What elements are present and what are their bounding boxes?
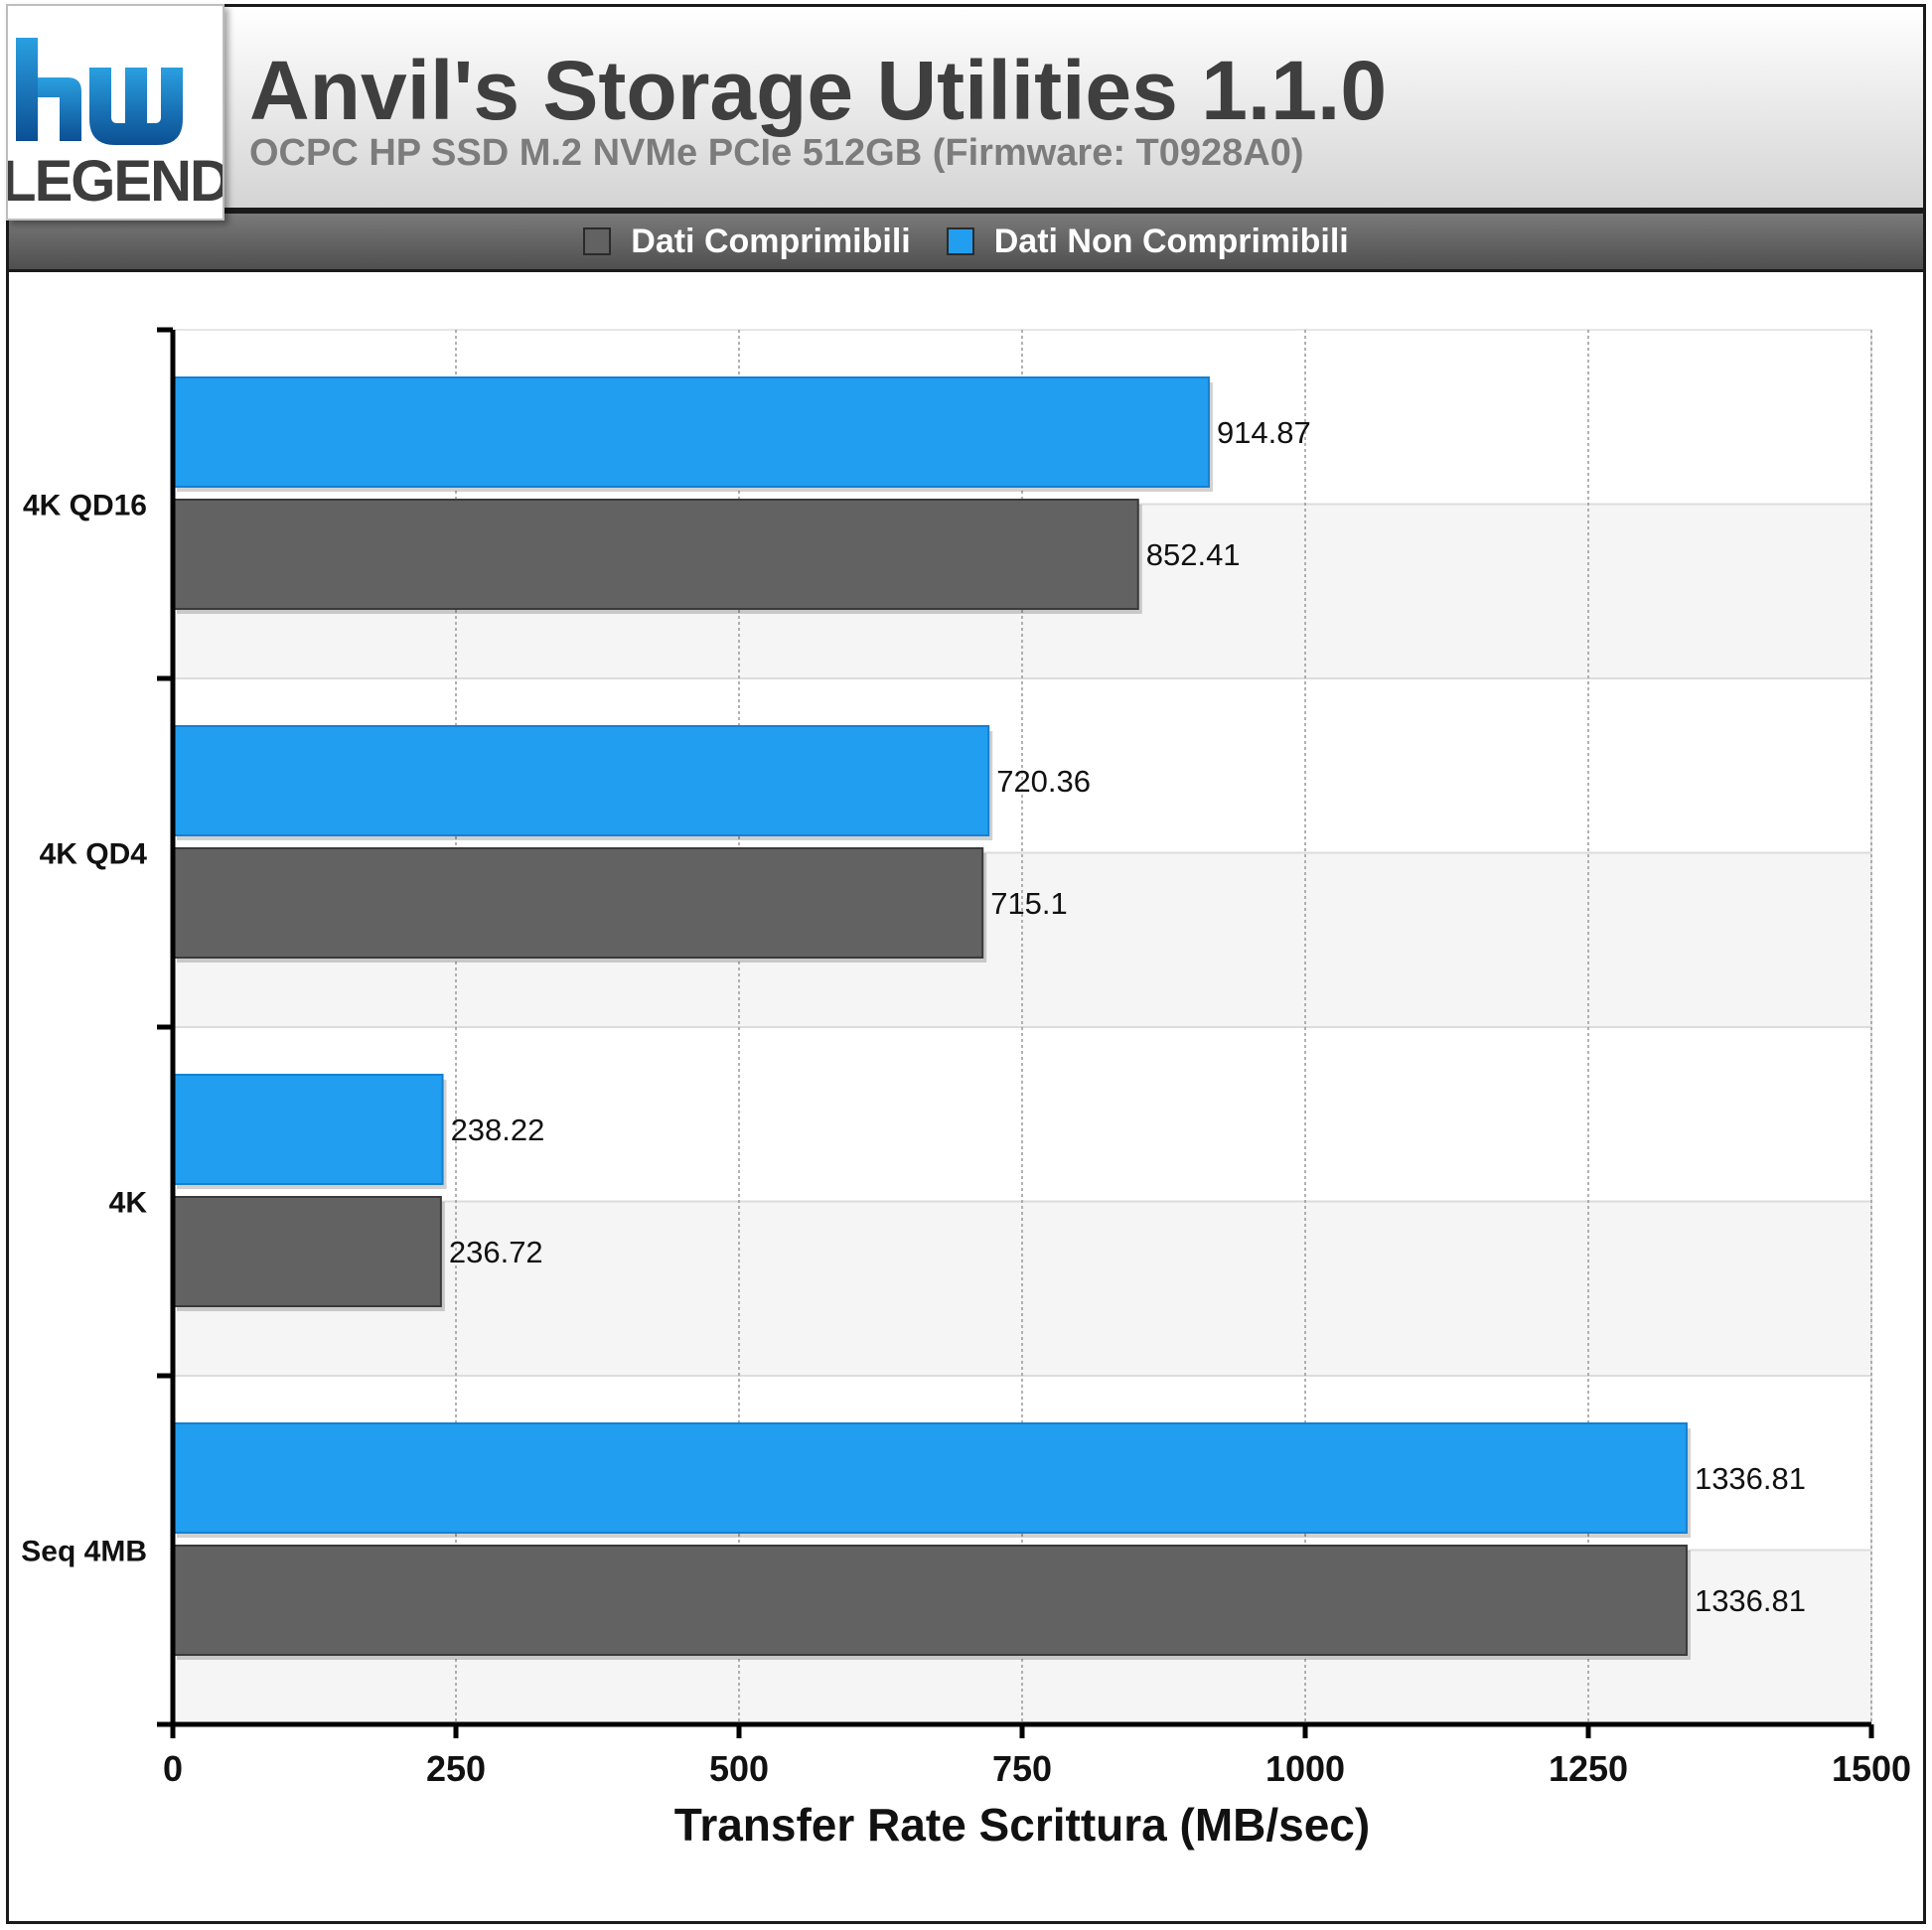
bar xyxy=(172,725,990,836)
bar-value-label: 852.41 xyxy=(1146,537,1241,572)
x-tick-label: 750 xyxy=(992,1748,1052,1789)
bar-value-label: 1336.81 xyxy=(1695,1461,1806,1496)
bar xyxy=(172,1074,444,1185)
hwlegend-logo: LEGEND xyxy=(1,4,231,221)
x-tick-label: 0 xyxy=(163,1748,183,1789)
bar-value-label: 238.22 xyxy=(451,1113,545,1147)
x-tick-label: 1500 xyxy=(1832,1748,1911,1789)
x-tick-label: 1000 xyxy=(1265,1748,1345,1789)
bar xyxy=(172,499,1139,610)
bar xyxy=(172,376,1210,488)
x-tick-label: 500 xyxy=(709,1748,769,1789)
category-label: 4K QD16 xyxy=(23,490,147,522)
x-tick-label: 1250 xyxy=(1549,1748,1628,1789)
legend-item-incompressible: Dati Non Comprimibili xyxy=(946,222,1349,261)
bar xyxy=(172,1196,442,1307)
legend-label-compressible: Dati Comprimibili xyxy=(631,222,911,260)
chart-subtitle: OCPC HP SSD M.2 NVMe PCIe 512GB (Firmwar… xyxy=(249,132,1304,174)
bar xyxy=(172,1422,1688,1534)
bar-value-label: 715.1 xyxy=(990,886,1068,921)
legend-swatch-incompressible xyxy=(946,227,974,255)
legend-label-incompressible: Dati Non Comprimibili xyxy=(993,222,1349,260)
legend: Dati Comprimibili Dati Non Comprimibili xyxy=(6,211,1926,272)
bar xyxy=(172,847,984,959)
chart-header: Anvil's Storage Utilities 1.1.0 OCPC HP … xyxy=(6,4,1926,211)
legend-swatch-compressible xyxy=(583,227,612,255)
chart-title: Anvil's Storage Utilities 1.1.0 xyxy=(249,44,1388,137)
logo-text: LEGEND xyxy=(8,149,223,214)
bar xyxy=(172,1545,1688,1656)
x-tick-label: 250 xyxy=(426,1748,486,1789)
bar-value-label: 914.87 xyxy=(1217,415,1311,450)
bar-value-label: 720.36 xyxy=(996,764,1091,799)
bar-value-label: 236.72 xyxy=(449,1235,543,1269)
category-label: 4K QD4 xyxy=(40,838,148,871)
legend-item-compressible: Dati Comprimibili xyxy=(583,222,911,261)
bar-value-label: 1336.81 xyxy=(1695,1583,1806,1618)
category-label: Seq 4MB xyxy=(21,1536,147,1568)
x-axis-title: Transfer Rate Scrittura (MB/sec) xyxy=(674,1799,1370,1851)
category-label: 4K xyxy=(109,1187,148,1220)
